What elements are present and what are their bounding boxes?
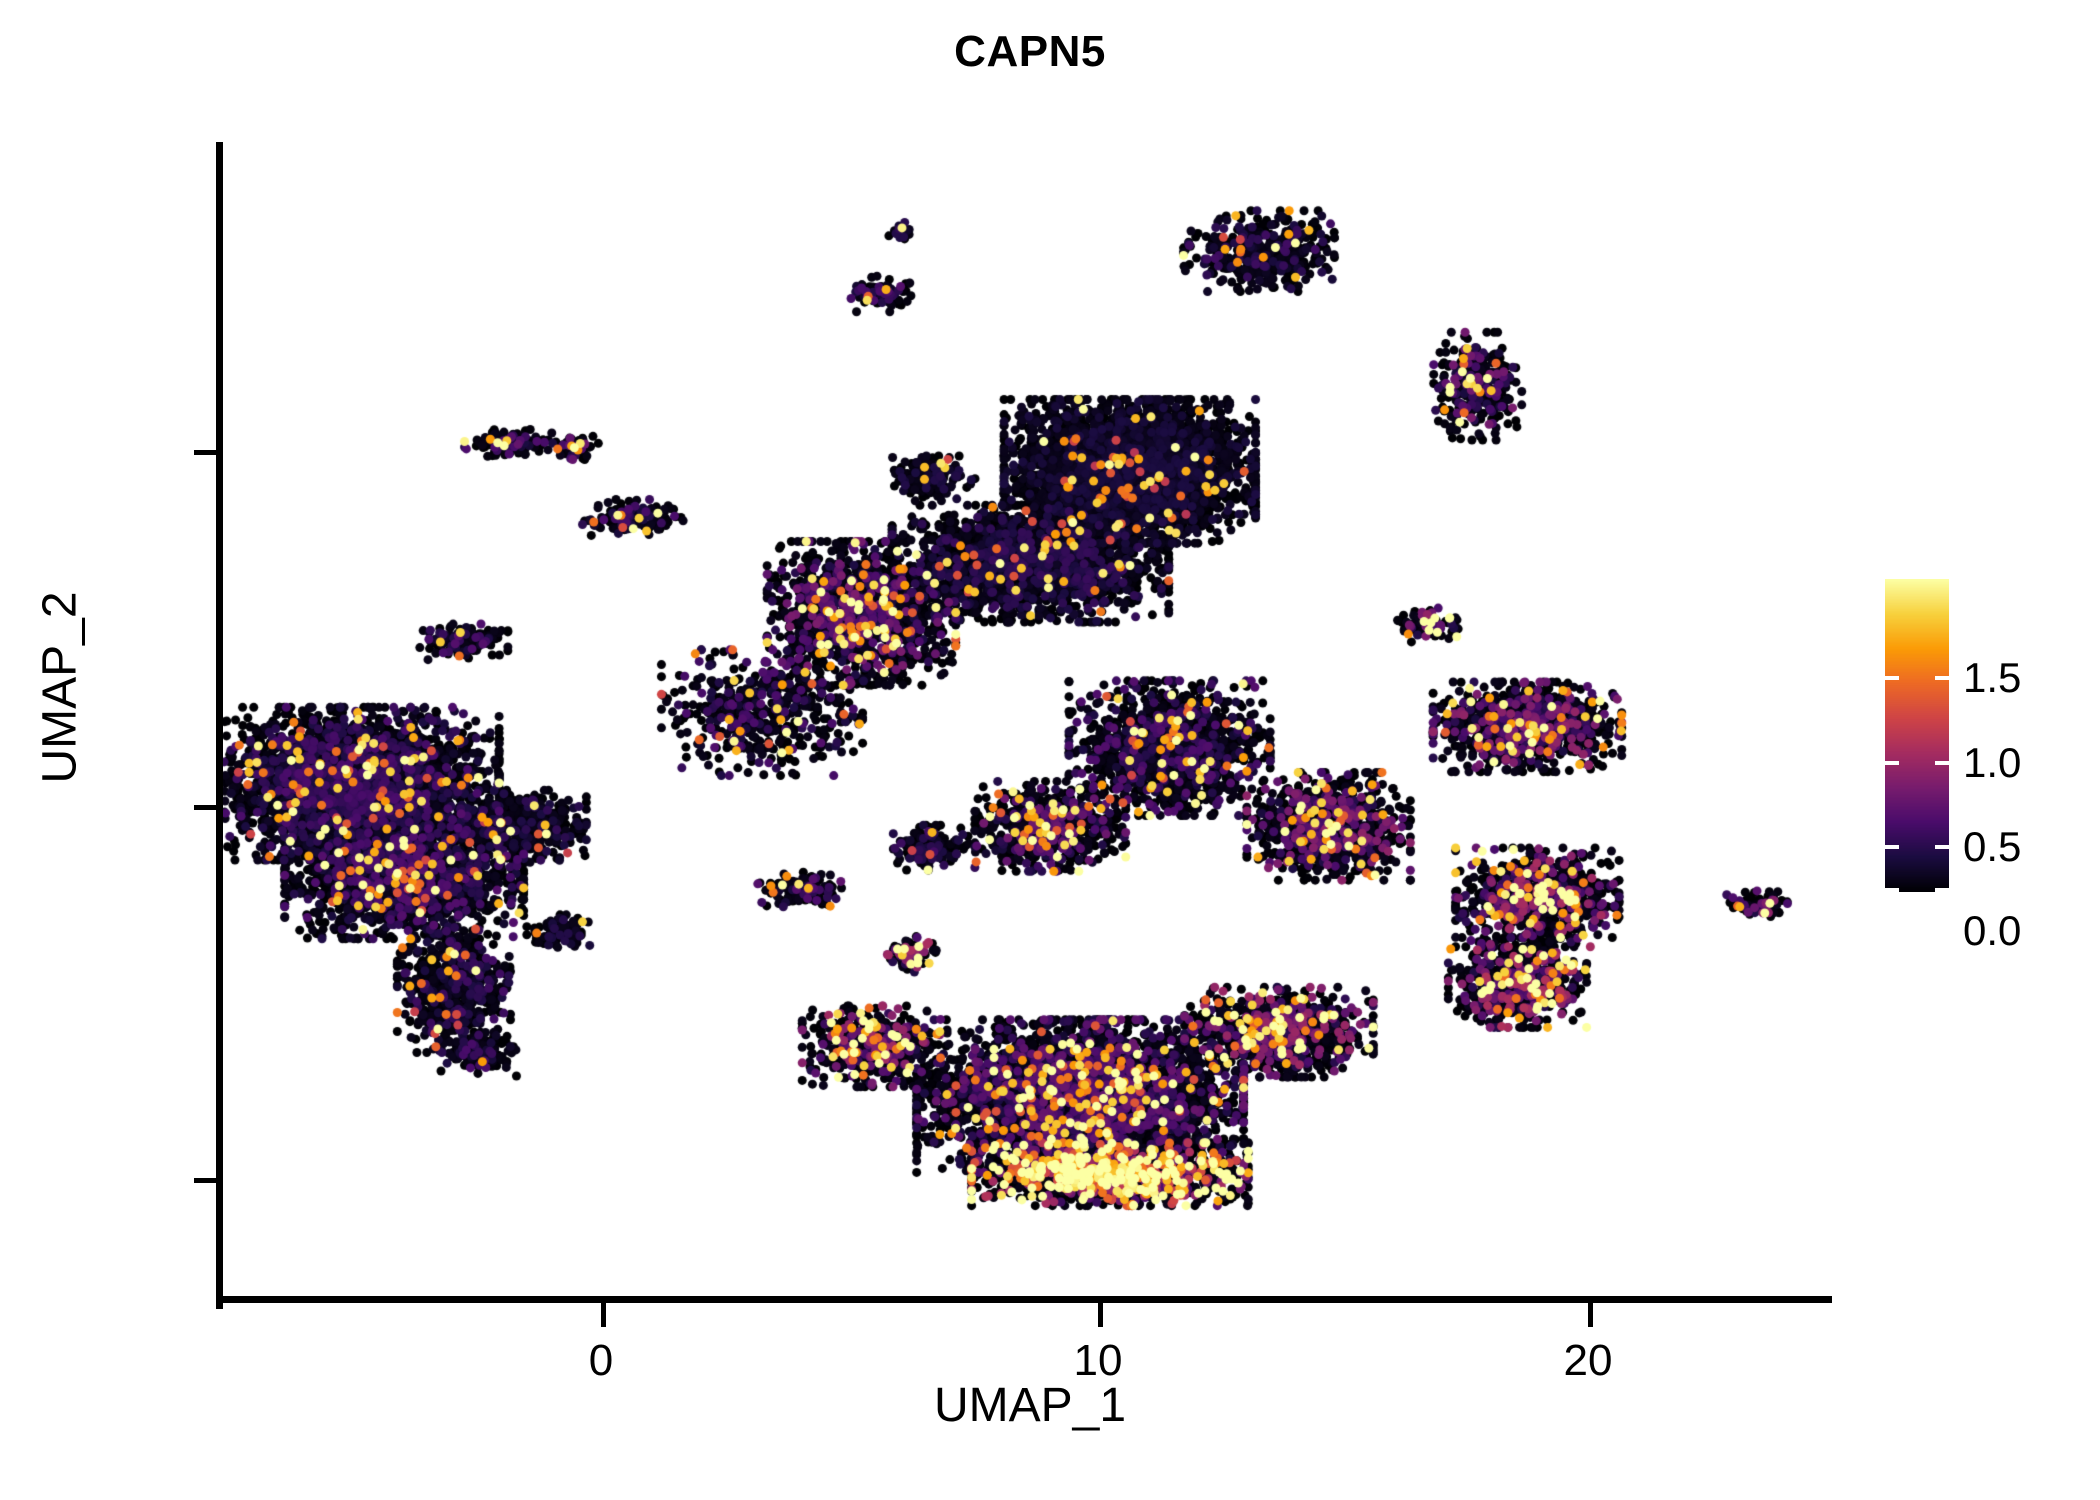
colorbar-label-0_0: 0.0 [1963,907,2022,954]
colorbar-tick-0_0-left [1885,888,1899,892]
x-ticklabel-0: 0 [588,1336,614,1385]
x-tick-10 [1098,1303,1103,1327]
x-tick-0 [601,1303,606,1327]
x-ticklabel-20: 20 [1563,1336,1613,1385]
y-tick-neg10 [194,1178,218,1183]
colorbar-gradient [1885,579,1949,892]
colorbar-tick-1_0-left [1885,761,1899,765]
colorbar-label-1_5: 1.5 [1963,654,2022,701]
colorbar-tick-1_5-right [1935,676,1949,680]
colorbar-tick-1_0-right [1935,761,1949,765]
y-axis-line [216,142,223,1309]
colorbar-tick-0_5-left [1885,845,1899,849]
colorbar-tick-0_5-right [1935,845,1949,849]
colorbar-label-1_0: 1.0 [1963,739,2022,786]
colorbar-tick-0_0-right [1935,888,1949,892]
y-axis-label: UMAP_2 [33,591,87,784]
x-axis-line [216,1296,1832,1303]
y-tick-0 [194,805,218,810]
x-ticklabel-10: 10 [1073,1336,1123,1385]
x-axis-label: UMAP_1 [933,1379,1127,1432]
colorbar-tick-1_5-left [1885,676,1899,680]
colorbar-label-0_5: 0.5 [1963,823,2022,870]
y-tick-10 [194,450,218,455]
x-tick-20 [1588,1303,1593,1327]
colorbar-legend: 1.5 1.0 0.5 0.0 [1885,579,2021,954]
